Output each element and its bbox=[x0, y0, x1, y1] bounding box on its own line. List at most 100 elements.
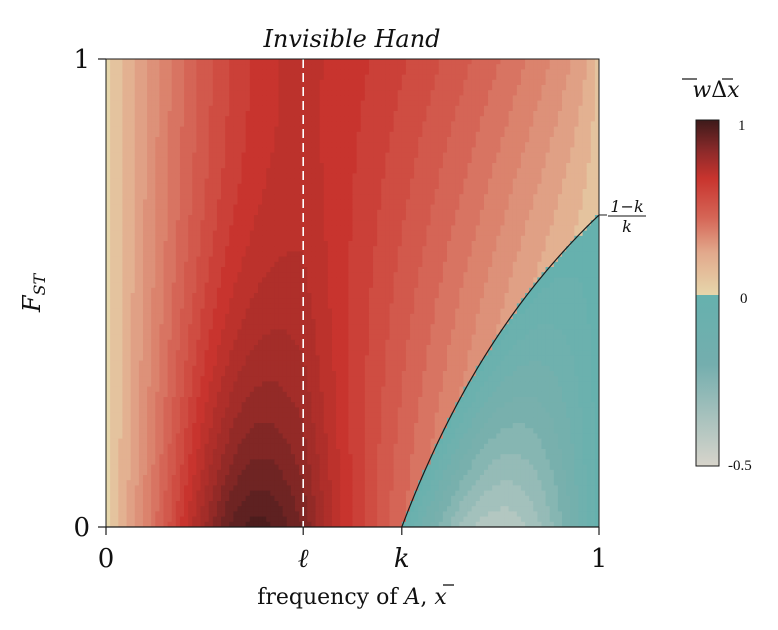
heatmap-cell bbox=[590, 199, 596, 206]
heatmap-cell bbox=[422, 173, 428, 180]
heatmap-cell bbox=[233, 189, 239, 195]
heatmap-cell bbox=[118, 251, 124, 258]
heatmap-cell bbox=[553, 137, 559, 143]
heatmap-cell bbox=[525, 142, 530, 148]
heatmap-cell bbox=[282, 246, 288, 252]
heatmap-cell bbox=[303, 152, 308, 159]
heatmap-cell bbox=[368, 194, 374, 200]
heatmap-cell bbox=[336, 157, 341, 164]
heatmap-cell bbox=[529, 100, 534, 107]
heatmap-cell bbox=[578, 267, 584, 273]
heatmap-cell bbox=[562, 157, 567, 164]
heatmap-cell bbox=[467, 152, 473, 159]
heatmap-cell bbox=[253, 137, 259, 143]
heatmap-cell bbox=[574, 142, 580, 148]
heatmap-cell bbox=[504, 215, 510, 221]
heatmap-cell bbox=[299, 116, 304, 122]
heatmap-cell bbox=[336, 126, 341, 133]
heatmap-cell bbox=[578, 137, 584, 143]
heatmap-cell bbox=[278, 204, 284, 211]
heatmap-cell bbox=[529, 194, 534, 200]
heatmap-cell bbox=[549, 235, 555, 242]
heatmap-cell bbox=[184, 267, 189, 273]
heatmap-cell bbox=[574, 251, 580, 258]
heatmap-cell bbox=[442, 137, 448, 143]
heatmap-cell bbox=[438, 246, 444, 252]
heatmap-cell bbox=[200, 105, 206, 112]
heatmap-cell bbox=[216, 142, 222, 148]
heatmap-cell bbox=[368, 235, 374, 242]
heatmap-cell bbox=[241, 267, 247, 273]
heatmap-cell bbox=[175, 194, 181, 200]
heatmap-cell bbox=[430, 85, 436, 91]
heatmap-cell bbox=[516, 85, 522, 91]
heatmap-cell bbox=[274, 256, 280, 263]
heatmap-cell bbox=[385, 230, 391, 237]
heatmap-cell bbox=[208, 100, 214, 107]
heatmap-cell bbox=[299, 220, 304, 226]
heatmap-cell bbox=[541, 74, 547, 81]
heatmap-cell bbox=[290, 178, 296, 185]
heatmap-cell bbox=[356, 194, 362, 200]
heatmap-cell bbox=[208, 215, 214, 221]
heatmap-cell bbox=[155, 131, 161, 138]
heatmap-cell bbox=[163, 267, 169, 273]
heatmap-cell bbox=[364, 256, 370, 263]
heatmap-cell bbox=[479, 261, 485, 268]
heatmap-cell bbox=[516, 225, 522, 232]
heatmap-cell bbox=[451, 178, 456, 185]
heatmap-cell bbox=[512, 251, 518, 258]
heatmap-cell bbox=[110, 267, 115, 273]
heatmap-cell bbox=[385, 168, 391, 174]
heatmap-cell bbox=[541, 230, 547, 237]
heatmap-cell bbox=[397, 220, 403, 226]
heatmap-cell bbox=[360, 251, 366, 258]
heatmap-cell bbox=[241, 241, 247, 247]
heatmap-cell bbox=[397, 121, 403, 128]
heatmap-cell bbox=[163, 157, 169, 164]
heatmap-cell bbox=[130, 59, 136, 65]
heatmap-cell bbox=[442, 261, 448, 268]
heatmap-cell bbox=[348, 204, 354, 211]
heatmap-cell bbox=[430, 142, 436, 148]
heatmap-cell bbox=[533, 74, 538, 81]
heatmap-cell bbox=[110, 241, 115, 247]
heatmap-cell bbox=[122, 199, 128, 206]
heatmap-cell bbox=[364, 194, 370, 200]
heatmap-cell bbox=[348, 105, 354, 112]
heatmap-cell bbox=[336, 131, 341, 138]
heatmap-cell bbox=[512, 59, 518, 65]
heatmap-cell bbox=[500, 121, 506, 128]
heatmap-cell bbox=[159, 90, 165, 96]
heatmap-cell bbox=[204, 131, 210, 138]
heatmap-cell bbox=[336, 142, 341, 148]
heatmap-cell bbox=[311, 194, 317, 200]
heatmap-cell bbox=[200, 241, 206, 247]
heatmap-cell bbox=[500, 152, 506, 159]
heatmap-cell bbox=[377, 173, 382, 180]
heatmap-cell bbox=[562, 261, 567, 268]
heatmap-cell bbox=[422, 194, 428, 200]
heatmap-cell bbox=[307, 85, 313, 91]
heatmap-cell bbox=[171, 204, 177, 211]
heatmap-cell bbox=[504, 168, 510, 174]
heatmap-cell bbox=[167, 215, 173, 221]
heatmap-cell bbox=[299, 241, 304, 247]
heatmap-cell bbox=[368, 178, 374, 185]
heatmap-cell bbox=[405, 267, 411, 273]
heatmap-cell bbox=[184, 183, 189, 190]
heatmap-cell bbox=[422, 147, 428, 154]
heatmap-cell bbox=[249, 111, 255, 117]
heatmap-cell bbox=[537, 90, 543, 96]
heatmap-cell bbox=[348, 272, 354, 278]
heatmap-cell bbox=[537, 79, 543, 86]
heatmap-cell bbox=[175, 90, 181, 96]
heatmap-cell bbox=[578, 199, 584, 206]
heatmap-cell bbox=[385, 100, 391, 107]
heatmap-cell bbox=[545, 126, 551, 133]
heatmap-cell bbox=[196, 261, 202, 268]
heatmap-cell bbox=[373, 79, 378, 86]
heatmap-cell bbox=[323, 74, 329, 81]
heatmap-cell bbox=[364, 199, 370, 206]
heatmap-cell bbox=[237, 220, 243, 226]
